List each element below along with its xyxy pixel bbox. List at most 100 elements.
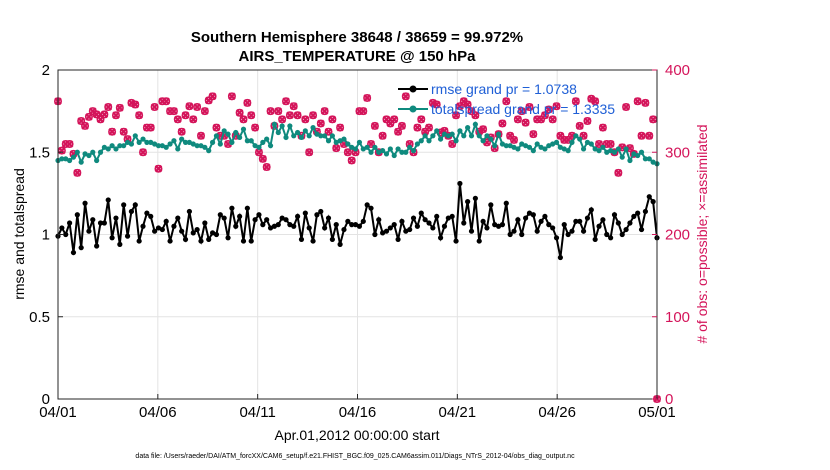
obs-possible-point [258, 154, 267, 163]
rmse-point [480, 218, 486, 224]
obs-possible-point [343, 148, 352, 157]
obs-possible-point [84, 112, 93, 121]
y-tick-label: 1.5 [29, 144, 50, 161]
obs-assimilated-point [282, 97, 290, 106]
obs-assimilated-point [614, 169, 623, 177]
obs-possible-point [417, 115, 426, 124]
rmse-point [623, 226, 629, 233]
rmse-point [437, 235, 444, 241]
rmse-point [345, 218, 351, 224]
rmse-point [325, 215, 332, 221]
rmse-point [306, 225, 312, 231]
spread-point [503, 143, 509, 149]
spread-point [306, 133, 312, 139]
spread-point [465, 124, 471, 131]
spread-point [175, 146, 181, 152]
obs-assimilated-point [154, 164, 163, 173]
rmse-point [488, 202, 494, 208]
x-tick-label: 04/01 [39, 404, 77, 421]
rmse-point [584, 215, 591, 221]
data-file-footnote: data file: /Users/raeder/DAI/ATM_forcXX/… [135, 453, 575, 460]
obs-possible-point [548, 115, 557, 124]
obs-possible-point [57, 146, 66, 155]
spread-point [221, 128, 227, 134]
obs-assimilated-point [104, 103, 113, 111]
obs-assimilated-point [150, 103, 159, 111]
spread-point [325, 138, 332, 144]
rmse-point [206, 236, 212, 243]
obs-assimilated-point [266, 107, 275, 115]
obs-assimilated-point [193, 103, 201, 111]
obs-assimilated-point [498, 119, 507, 128]
rmse-point [360, 218, 366, 224]
obs-possible-point [115, 103, 124, 112]
obs-assimilated-point [517, 107, 526, 115]
obs-assimilated-point [529, 130, 538, 138]
rmse-point [580, 228, 587, 234]
rmse-point [275, 222, 281, 228]
rmse-point [472, 195, 478, 201]
obs-assimilated-point [510, 136, 518, 144]
rmse-point [117, 241, 123, 247]
obs-assimilated-point [425, 123, 433, 132]
obs-assimilated-point [606, 140, 615, 148]
obs-assimilated-point [541, 111, 549, 120]
spread-point [182, 139, 189, 145]
rmse-point [144, 210, 150, 216]
rmse-point [322, 225, 328, 231]
rmse-point [600, 217, 606, 223]
obs-possible-point [529, 130, 538, 139]
rmse-point [534, 228, 540, 234]
spread-point [368, 149, 374, 155]
obs-assimilated-point [262, 163, 271, 171]
spread-point [437, 136, 444, 142]
rmse-point [302, 210, 308, 216]
obs-possible-point [285, 111, 294, 120]
obs-possible-point [540, 111, 549, 120]
rmse-point [468, 228, 475, 234]
spread-point [66, 157, 73, 164]
spread-point [600, 144, 606, 150]
spread-point [449, 131, 455, 137]
obs-assimilated-point [371, 122, 379, 130]
obs-possible-point [498, 119, 507, 128]
obs-possible-point [390, 115, 399, 124]
obs-assimilated-point [413, 123, 422, 132]
rmse-point [217, 212, 223, 218]
obs-possible-point [193, 103, 202, 112]
obs-possible-point [212, 123, 221, 132]
spread-point [217, 141, 223, 147]
obs-assimilated-point [208, 92, 217, 101]
spread-point [140, 136, 146, 142]
rmse-point [611, 212, 618, 218]
obs-possible-point [347, 156, 356, 165]
x-tick-label: 04/11 [239, 404, 275, 421]
spread-point [611, 149, 618, 155]
spread-point [414, 141, 420, 147]
y-tick-label: 2 [42, 62, 50, 79]
spread-point [542, 146, 548, 152]
rmse-point [101, 220, 107, 226]
obs-possible-point [73, 168, 82, 177]
rmse-point [430, 225, 436, 231]
rmse-point [167, 238, 173, 244]
obs-assimilated-point [146, 123, 155, 132]
obs-possible-point [185, 102, 194, 111]
spread-point [267, 143, 274, 149]
obs-possible-point [336, 123, 345, 132]
rmse-point [519, 231, 525, 238]
obs-assimilated-point [398, 122, 406, 130]
spread-point [387, 146, 393, 152]
rmse-point [422, 217, 428, 223]
rmse-point [179, 228, 185, 234]
rmse-point [596, 223, 602, 229]
obs-assimilated-point [197, 132, 205, 140]
spread-point [248, 138, 254, 144]
rmse-point [248, 238, 254, 244]
rmse-point [244, 205, 250, 211]
rmse-point [515, 217, 521, 223]
rmse-point [163, 218, 169, 224]
obs-assimilated-point [344, 148, 352, 157]
obs-possible-point [525, 103, 534, 112]
spread-point [132, 133, 138, 139]
